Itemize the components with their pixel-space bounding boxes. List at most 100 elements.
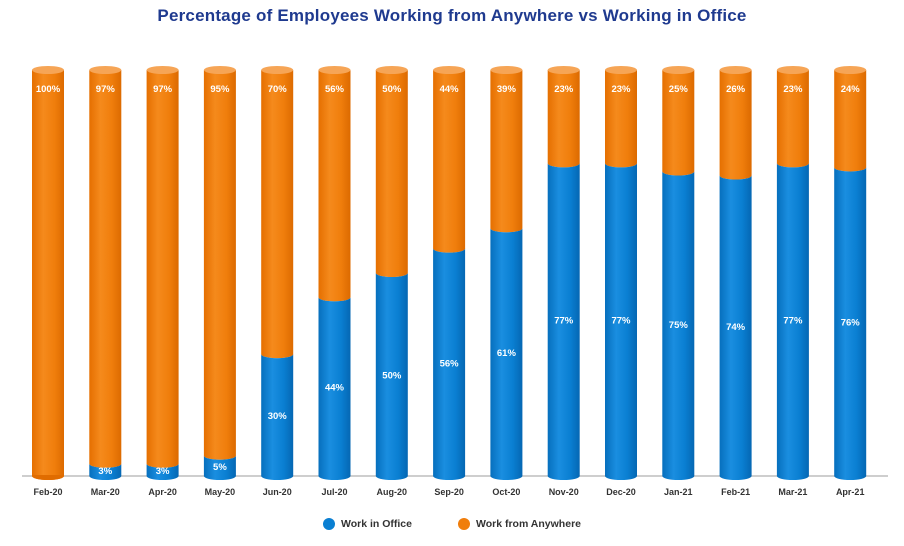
x-tick-label: Jun-20 (263, 487, 292, 497)
bar-cap (433, 66, 466, 74)
bar-work-from-anywhere[interactable] (776, 70, 809, 168)
bar-cap (146, 66, 179, 74)
bar-work-in-office[interactable] (146, 463, 179, 480)
data-label-office: 50% (382, 371, 402, 382)
bar-cap (547, 66, 580, 74)
bar-work-in-office[interactable] (375, 273, 408, 480)
data-label-anywhere: 95% (210, 84, 230, 95)
data-label-office: 61% (497, 348, 517, 359)
bar-group-Aug-20: 50% 50% (375, 66, 408, 480)
bar-cap (203, 66, 236, 74)
data-label-anywhere: 39% (497, 84, 517, 95)
x-tick-label: Jul-20 (321, 487, 347, 497)
data-label-office: 56% (440, 358, 460, 369)
legend-item-anywhere[interactable]: Work from Anywhere (457, 518, 581, 530)
data-label-anywhere: 100% (36, 84, 61, 95)
bar-work-in-office[interactable] (490, 228, 523, 480)
bar-group-Oct-20: 39% 61% (490, 66, 523, 480)
bar-work-from-anywhere[interactable] (547, 70, 580, 168)
chart-title: Percentage of Employees Working from Any… (157, 6, 747, 25)
data-label-anywhere: 56% (325, 84, 345, 95)
data-label-office: 44% (325, 383, 345, 394)
bar-group-Mar-21: 23% 77% (776, 66, 809, 480)
bar-work-in-office[interactable] (776, 163, 809, 480)
bar-cap (605, 66, 637, 74)
x-tick-label: Nov-20 (549, 487, 579, 497)
bar-group-Nov-20: 23% 77% (547, 66, 580, 480)
bar-group-Sep-20: 44% 56% (433, 66, 466, 480)
bar-group-May-20: 95% 5% (203, 66, 236, 480)
data-label-anywhere: 23% (783, 84, 803, 95)
data-label-anywhere: 44% (440, 84, 460, 95)
bar-work-from-anywhere[interactable] (89, 70, 122, 468)
bar-work-from-anywhere[interactable] (375, 70, 408, 277)
data-label-anywhere: 24% (841, 84, 861, 95)
bar-group-Apr-21: 24% 76% (834, 66, 867, 480)
bar-work-in-office[interactable] (89, 463, 122, 480)
data-label-office: 77% (783, 316, 803, 327)
bar-work-in-office[interactable] (547, 163, 580, 480)
bar-base (32, 475, 64, 480)
data-label-anywhere: 23% (611, 84, 631, 95)
bar-work-in-office[interactable] (662, 171, 695, 481)
bar-group-Dec-20: 23% 77% (605, 66, 637, 480)
legend-swatch-anywhere (457, 518, 470, 530)
bar-work-in-office[interactable] (834, 167, 867, 480)
legend-item-office[interactable]: Work in Office (322, 518, 412, 530)
bar-work-from-anywhere[interactable] (318, 70, 351, 302)
bar-group-Jul-20: 56% 44% (318, 66, 351, 480)
bar-group-Feb-21: 26% 74% (719, 66, 752, 480)
x-tick-label: Oct-20 (492, 487, 520, 497)
bar-group-Apr-20: 97% 3% (146, 66, 179, 480)
data-label-office: 74% (726, 322, 746, 333)
data-label-office: 77% (554, 316, 574, 327)
x-tick-label: Dec-20 (606, 487, 636, 497)
bar-cap (32, 66, 64, 74)
bar-cap (662, 66, 695, 74)
data-label-office: 5% (213, 462, 227, 473)
bar-work-in-office[interactable] (433, 248, 466, 480)
data-label-anywhere: 70% (268, 84, 288, 95)
bar-work-from-anywhere[interactable] (719, 70, 752, 180)
bar-work-from-anywhere[interactable] (203, 70, 236, 460)
bar-work-from-anywhere[interactable] (146, 70, 179, 468)
bar-work-from-anywhere[interactable] (433, 70, 466, 253)
bar-group-Mar-20: 97% 3% (89, 66, 122, 480)
data-label-office: 76% (841, 318, 861, 329)
bar-cap (776, 66, 809, 74)
data-label-office: 3% (98, 466, 112, 477)
bar-work-in-office[interactable] (261, 354, 294, 480)
x-tick-label: May-20 (205, 487, 236, 497)
bar-group-Jan-21: 25% 75% (662, 66, 695, 481)
bar-cap (261, 66, 294, 74)
legend-label-office: Work in Office (340, 518, 412, 530)
bar-cap (719, 66, 752, 74)
bar-cap (318, 66, 351, 74)
data-label-anywhere: 25% (669, 84, 689, 95)
x-tick-label: Jan-21 (664, 487, 693, 497)
bar-work-from-anywhere[interactable] (834, 70, 867, 172)
bar-cap (834, 66, 867, 74)
bar-work-in-office[interactable] (605, 163, 637, 480)
bar-work-in-office[interactable] (318, 297, 351, 480)
bar-work-in-office[interactable] (203, 455, 236, 480)
bar-work-from-anywhere[interactable] (490, 70, 523, 233)
x-tick-label: Sep-20 (434, 487, 464, 497)
x-tick-label: Mar-20 (91, 487, 120, 497)
bar-work-from-anywhere[interactable] (662, 70, 695, 176)
bar-cap (490, 66, 523, 74)
data-label-anywhere: 97% (153, 84, 173, 95)
data-label-anywhere: 50% (382, 84, 402, 95)
bar-work-in-office[interactable] (719, 175, 752, 480)
bar-work-from-anywhere[interactable] (261, 70, 294, 359)
bar-work-from-anywhere[interactable] (605, 70, 637, 168)
data-label-office: 77% (611, 316, 631, 327)
data-label-office: 30% (268, 411, 288, 422)
x-tick-label: Feb-21 (721, 487, 750, 497)
data-label-office: 75% (669, 320, 689, 331)
bar-group-Feb-20: 100% (32, 66, 64, 480)
legend-label-anywhere: Work from Anywhere (475, 518, 581, 530)
x-tick-label: Aug-20 (377, 487, 408, 497)
bar-work-from-anywhere[interactable] (32, 70, 64, 480)
